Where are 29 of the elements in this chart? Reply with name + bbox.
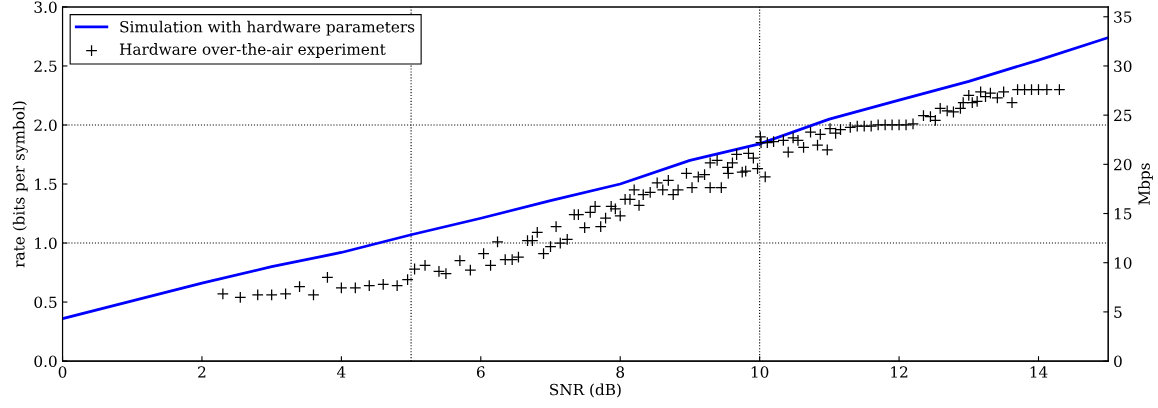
y2-tick-label: 35 [1114,11,1132,23]
y2-tick-label: 25 [1114,109,1132,122]
y-tick-label: 1.0 [35,237,57,250]
y-tick-label: 0.5 [34,296,57,309]
y-tick-label: 1.5 [35,178,57,191]
x-tick-label: 14 [1030,366,1048,378]
x-tick-label: 4 [336,366,346,378]
y-tick-label: 3.0 [34,1,57,13]
x-tick-label: 8 [616,366,625,378]
x-tick-label: 6 [476,366,485,378]
x-tick-label: 12 [891,366,908,378]
y2-tick-label: 15 [1114,207,1132,220]
y-tick-label: 2.5 [34,60,57,72]
y2-tick-label: 10 [1114,257,1132,269]
line-series [62,36,1109,320]
x-axis-title: SNR (dB) [550,383,621,398]
x-tick-label: 10 [751,366,769,378]
y2-tick-label: 5 [1114,306,1122,318]
y2-tick-label: 20 [1114,158,1132,171]
y-axis-title: rate (bits per symbol) [12,101,28,268]
y-tick-label: 2.0 [34,119,57,132]
x-tick-label: 0 [58,366,67,378]
y-tick-label: 0.0 [34,355,57,368]
y2-tick-label: 0 [1114,355,1122,368]
legend-label: Hardware over-the-air experiment [119,43,386,58]
y2-tick-label: 30 [1114,60,1132,72]
legend-label: Simulation with hardware parameters [120,20,415,36]
y2-axis-title: Mbps [1138,163,1153,205]
x-tick-label: 2 [198,366,206,378]
